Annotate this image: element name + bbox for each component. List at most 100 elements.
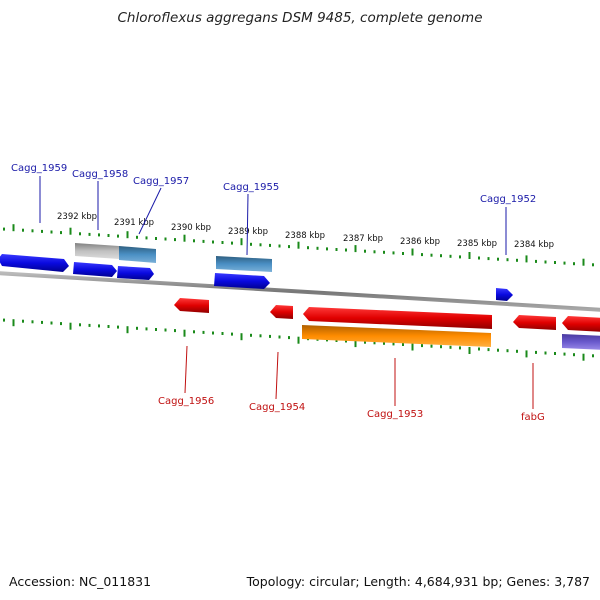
minor-tick: [554, 352, 556, 355]
gene-arrow-cagg-1956[interactable]: [174, 298, 209, 313]
minor-tick: [107, 325, 110, 328]
tick-label: 2385 kbp: [457, 239, 497, 249]
minor-tick: [392, 342, 395, 346]
feature-bar-edge[interactable]: [562, 334, 600, 350]
minor-tick: [383, 341, 385, 345]
minor-tick: [449, 254, 452, 258]
leader-line: [246, 193, 249, 256]
gene-arrow-cagg-1953[interactable]: [303, 307, 492, 329]
gene-arrow-edge[interactable]: [562, 316, 600, 332]
gene-label-cagg-1957[interactable]: Cagg_1957: [133, 176, 189, 187]
minor-tick: [212, 331, 214, 335]
minor-tick: [41, 229, 43, 233]
gene-arrow-cagg-1959[interactable]: [0, 254, 69, 272]
minor-tick: [516, 349, 518, 353]
leader-line: [138, 187, 162, 235]
major-tick: [69, 322, 72, 330]
cds-bar-cagg-1955[interactable]: [216, 256, 272, 272]
minor-tick: [193, 330, 195, 334]
gene-label-cagg-1953[interactable]: Cagg_1953: [367, 409, 423, 420]
tick-label: 2391 kbp: [114, 218, 154, 228]
minor-tick: [573, 353, 575, 357]
minor-tick: [50, 230, 53, 234]
cds-bar-cagg-1957[interactable]: [119, 246, 156, 263]
minor-tick: [88, 323, 91, 327]
major-tick: [411, 343, 414, 351]
minor-tick: [231, 332, 233, 336]
minor-tick: [221, 241, 224, 244]
gene-arrow-cagg-1954[interactable]: [270, 305, 293, 319]
major-tick: [297, 241, 300, 249]
tick-label: 2388 kbp: [285, 231, 325, 241]
gene-label-cagg-1956[interactable]: Cagg_1956: [158, 396, 214, 407]
gene-arrow-cagg-1955[interactable]: [214, 273, 270, 289]
minor-tick: [31, 229, 34, 233]
minor-tick: [392, 251, 395, 255]
major-tick: [582, 258, 585, 266]
gene-label-fabg[interactable]: fabG: [521, 412, 545, 423]
tick-label: 2386 kbp: [400, 237, 440, 247]
minor-tick: [563, 261, 566, 265]
major-tick: [240, 333, 243, 341]
minor-tick: [430, 344, 433, 348]
minor-tick: [269, 243, 271, 247]
cds-bar-cagg-1958[interactable]: [75, 243, 119, 259]
gene-label-cagg-1955[interactable]: Cagg_1955: [223, 182, 279, 193]
minor-tick: [212, 240, 214, 244]
minor-tick: [22, 228, 24, 232]
minor-tick: [459, 255, 461, 259]
minor-tick: [3, 318, 5, 322]
gene-label-cagg-1954[interactable]: Cagg_1954: [249, 402, 305, 413]
gene-label-cagg-1958[interactable]: Cagg_1958: [72, 169, 128, 180]
gene-label-cagg-1959[interactable]: Cagg_1959: [11, 163, 67, 174]
minor-tick: [554, 261, 556, 264]
minor-tick: [506, 349, 509, 353]
minor-tick: [592, 263, 594, 267]
minor-tick: [487, 348, 490, 352]
minor-tick: [278, 244, 281, 248]
tick-label: 2384 kbp: [514, 240, 554, 250]
gene-arrow-fabg[interactable]: [513, 315, 556, 330]
minor-tick: [449, 345, 452, 349]
major-tick: [297, 336, 300, 344]
forward-features: [0, 243, 513, 301]
minor-tick: [174, 329, 176, 333]
minor-tick: [592, 354, 594, 358]
minor-tick: [136, 235, 138, 239]
gene-label-cagg-1952[interactable]: Cagg_1952: [480, 194, 536, 205]
major-tick: [525, 255, 528, 263]
minor-tick: [231, 241, 233, 245]
minor-tick: [345, 339, 347, 343]
minor-tick: [335, 339, 338, 342]
minor-tick: [535, 350, 537, 354]
minor-tick: [278, 335, 281, 339]
tick-label: 2387 kbp: [343, 234, 383, 244]
major-tick: [69, 227, 72, 235]
major-tick: [126, 326, 129, 334]
minor-tick: [440, 254, 442, 258]
gene-arrow-cagg-1957[interactable]: [117, 266, 154, 280]
minor-tick: [250, 333, 252, 337]
leader-lines: [39, 176, 534, 409]
minor-tick: [79, 232, 81, 236]
map-title: Chloroflexus aggregans DSM 9485, complet…: [117, 10, 482, 26]
tick-label: 2389 kbp: [228, 227, 268, 237]
minor-tick: [487, 257, 490, 261]
gene-arrow-cagg-1952[interactable]: [496, 288, 513, 301]
minor-tick: [535, 259, 537, 263]
minor-tick: [117, 234, 119, 238]
minor-tick: [316, 246, 319, 250]
minor-tick: [563, 352, 566, 356]
tick-label: 2392 kbp: [57, 212, 97, 222]
minor-tick: [497, 257, 499, 261]
minor-tick: [506, 258, 509, 262]
minor-tick: [402, 252, 404, 255]
minor-tick: [193, 239, 195, 243]
minor-tick: [364, 249, 366, 253]
gene-arrow-cagg-1958[interactable]: [73, 262, 117, 277]
cds-bar-cagg-1953[interactable]: [302, 325, 491, 347]
major-tick: [468, 347, 471, 354]
major-tick: [582, 353, 585, 361]
major-tick: [354, 245, 357, 253]
